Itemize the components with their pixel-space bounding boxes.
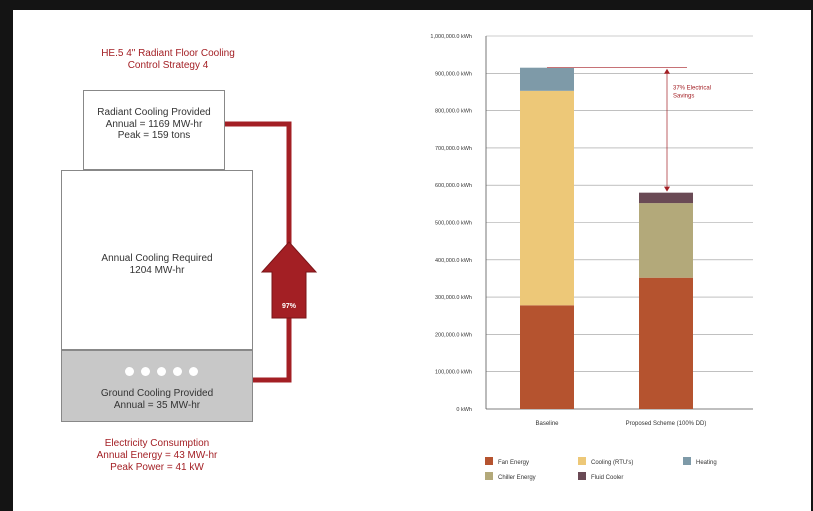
legend-label: Fan Energy: [498, 460, 529, 466]
legend-label: Cooling (RTU's): [591, 460, 633, 466]
savings-annotation-line2: Savings: [673, 94, 694, 100]
legend-swatch: [578, 472, 586, 480]
y-tick-label: 100,000.0 kWh: [435, 370, 472, 376]
y-tick-label: 400,000.0 kWh: [435, 258, 472, 264]
bar-segment: [639, 278, 693, 409]
bar-segment: [639, 203, 693, 278]
savings-arrowhead-up: [664, 69, 670, 74]
savings-arrowhead-down: [664, 187, 670, 192]
y-tick-label: 700,000.0 kWh: [435, 146, 472, 152]
legend-swatch: [485, 472, 493, 480]
legend-label: Fluid Cooler: [591, 475, 623, 481]
legend-swatch: [578, 457, 586, 465]
y-tick-label: 500,000.0 kWh: [435, 221, 472, 227]
x-category-label: Baseline: [535, 421, 559, 427]
x-category-label: Proposed Scheme (100% DD): [626, 421, 707, 427]
savings-annotation-line1: 37% Electrical: [673, 86, 711, 92]
y-tick-label: 200,000.0 kWh: [435, 332, 472, 338]
bar-segment: [520, 305, 574, 409]
bar-segment: [520, 91, 574, 305]
legend-swatch: [683, 457, 691, 465]
energy-bar-chart: 0 kWh 100,000.0 kWh 200,000.0 kWh 300,000.0…: [13, 10, 811, 511]
legend-swatch: [485, 457, 493, 465]
legend-label: Chiller Energy: [498, 475, 536, 481]
bar-segment: [639, 193, 693, 203]
y-tick-label: 1,000,000.0 kWh: [430, 34, 472, 40]
y-tick-label: 600,000.0 kWh: [435, 183, 472, 189]
legend-label: Heating: [696, 460, 717, 466]
slide: HE.5 4" Radiant Floor Cooling Control St…: [13, 10, 811, 511]
y-tick-label: 900,000.0 kWh: [435, 71, 472, 77]
y-tick-label: 0 kWh: [456, 407, 472, 413]
y-tick-label: 300,000.0 kWh: [435, 295, 472, 301]
bar-segment: [520, 68, 574, 91]
y-tick-label: 800,000.0 kWh: [435, 109, 472, 115]
